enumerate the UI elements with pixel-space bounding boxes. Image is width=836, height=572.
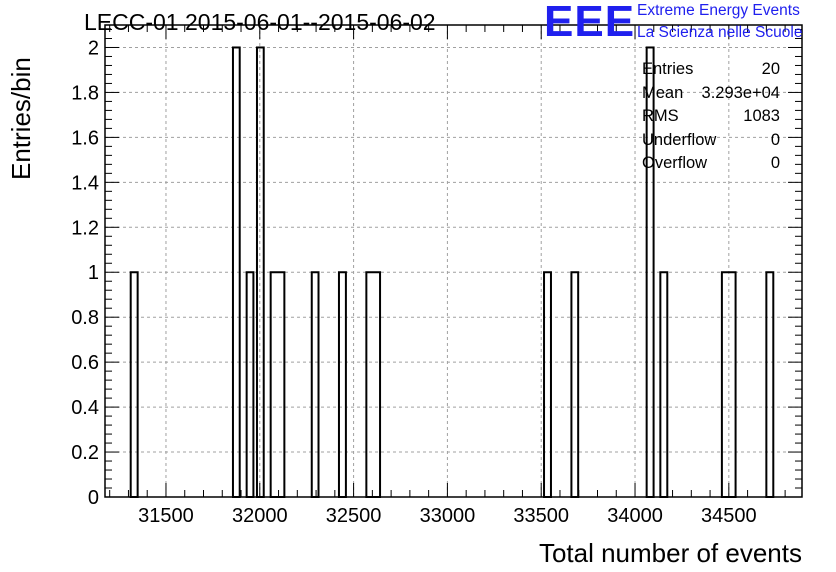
x-tick-label: 32500 bbox=[326, 505, 382, 527]
stats-box: Entries 20 Mean 3.293e+04 RMS 1083 Under… bbox=[642, 60, 780, 178]
tick-labels: 0 0.2 0.4 0.6 0.8 1 1.2 1.4 1.6 1.8 2 31500 32000 325… bbox=[71, 37, 756, 527]
stats-row-underflow: Underflow 0 bbox=[642, 131, 780, 155]
y-tick-label: 1.6 bbox=[71, 127, 99, 149]
stats-value: 0 bbox=[770, 154, 780, 172]
stats-label: RMS bbox=[642, 107, 679, 125]
plot-frame bbox=[104, 24, 803, 498]
x-tick-label: 32000 bbox=[232, 505, 288, 527]
y-tick-label: 0 bbox=[88, 487, 99, 509]
histogram-bar bbox=[365, 271, 382, 498]
logo-line-2: La Scienza nelle Scuole bbox=[637, 24, 803, 41]
x-tick-label: 31500 bbox=[138, 505, 194, 527]
stats-value: 20 bbox=[761, 60, 780, 78]
chart-title: LECC-01 2015-06-01--2015-06-02 bbox=[84, 9, 436, 35]
stats-label: Mean bbox=[642, 83, 684, 102]
stats-row-rms: RMS 1083 bbox=[642, 107, 780, 131]
histogram-bar bbox=[765, 271, 775, 498]
y-tick-label: 1.2 bbox=[71, 217, 99, 239]
stats-value: 0 bbox=[770, 130, 780, 149]
histogram-bar bbox=[543, 271, 552, 498]
eee-logo: EEE bbox=[544, 0, 636, 46]
y-tick-label: 0.6 bbox=[71, 352, 99, 374]
y-tick-label: 0.8 bbox=[71, 307, 99, 329]
stats-value: 1083 bbox=[743, 107, 780, 125]
y-tick-label: 0.4 bbox=[71, 397, 99, 419]
axes bbox=[104, 24, 803, 498]
stats-label: Overflow bbox=[642, 154, 708, 172]
histogram-bar bbox=[310, 271, 320, 498]
x-tick-label: 33000 bbox=[420, 505, 476, 527]
y-tick-label: 1.8 bbox=[71, 82, 99, 104]
y-tick-label: 2 bbox=[88, 37, 99, 59]
x-tick-label: 34500 bbox=[701, 505, 757, 527]
y-axis-label: Entries/bin bbox=[6, 57, 36, 180]
stats-row-overflow: Overflow 0 bbox=[642, 154, 780, 178]
x-axis-label: Total number of events bbox=[538, 538, 802, 568]
histogram-bar bbox=[269, 271, 286, 498]
stats-row-mean: Mean 3.293e+04 bbox=[642, 84, 780, 108]
y-tick-label: 1 bbox=[88, 262, 99, 284]
stats-label: Entries bbox=[642, 60, 694, 78]
x-tick-label: 34000 bbox=[607, 505, 663, 527]
y-tick-label: 1.4 bbox=[71, 172, 99, 194]
histogram-bar bbox=[245, 271, 255, 498]
logo-line-1: Extreme Energy Events bbox=[637, 2, 800, 19]
y-tick-label: 0.2 bbox=[71, 442, 99, 464]
histogram-bar bbox=[337, 271, 347, 498]
stats-label: Underflow bbox=[642, 130, 717, 149]
histogram-bar bbox=[129, 271, 139, 498]
histogram-bar bbox=[659, 271, 669, 498]
stats-row-entries: Entries 20 bbox=[642, 60, 780, 84]
stats-value: 3.293e+04 bbox=[701, 83, 780, 102]
x-tick-label: 33500 bbox=[513, 505, 569, 527]
histogram-bar bbox=[570, 271, 580, 498]
